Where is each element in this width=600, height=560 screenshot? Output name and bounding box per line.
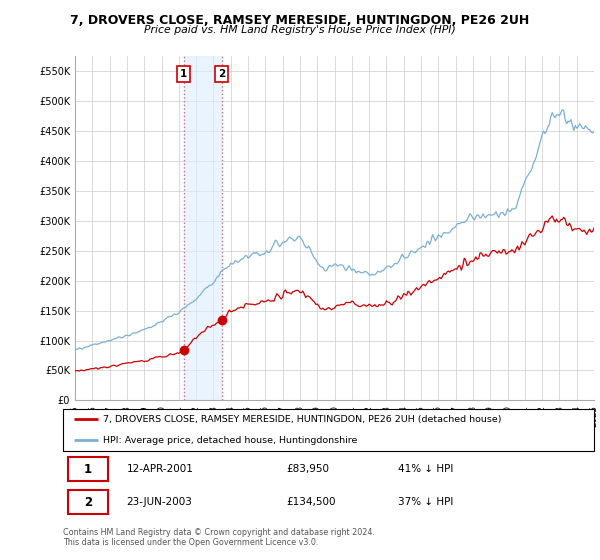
Bar [184,56,222,400]
Text: Price paid vs. HM Land Registry's House Price Index (HPI): Price paid vs. HM Land Registry's House … [144,25,456,35]
Text: 7, DROVERS CLOSE, RAMSEY MERESIDE, HUNTINGDON, PE26 2UH (detached house): 7, DROVERS CLOSE, RAMSEY MERESIDE, HUNTI… [103,415,502,424]
FancyBboxPatch shape [68,491,108,514]
Text: 2: 2 [84,496,92,509]
Text: £83,950: £83,950 [286,464,329,474]
Text: Contains HM Land Registry data © Crown copyright and database right 2024.
This d: Contains HM Land Registry data © Crown c… [63,528,375,547]
Text: 2: 2 [218,69,226,79]
Text: 37% ↓ HPI: 37% ↓ HPI [398,497,453,507]
Text: 12-APR-2001: 12-APR-2001 [127,464,194,474]
Text: £134,500: £134,500 [286,497,335,507]
Text: HPI: Average price, detached house, Huntingdonshire: HPI: Average price, detached house, Hunt… [103,436,357,445]
Text: 1: 1 [84,463,92,476]
FancyBboxPatch shape [63,409,594,451]
Text: 41% ↓ HPI: 41% ↓ HPI [398,464,453,474]
FancyBboxPatch shape [68,458,108,481]
Text: 7, DROVERS CLOSE, RAMSEY MERESIDE, HUNTINGDON, PE26 2UH: 7, DROVERS CLOSE, RAMSEY MERESIDE, HUNTI… [70,14,530,27]
Text: 1: 1 [180,69,187,79]
Text: 23-JUN-2003: 23-JUN-2003 [127,497,193,507]
